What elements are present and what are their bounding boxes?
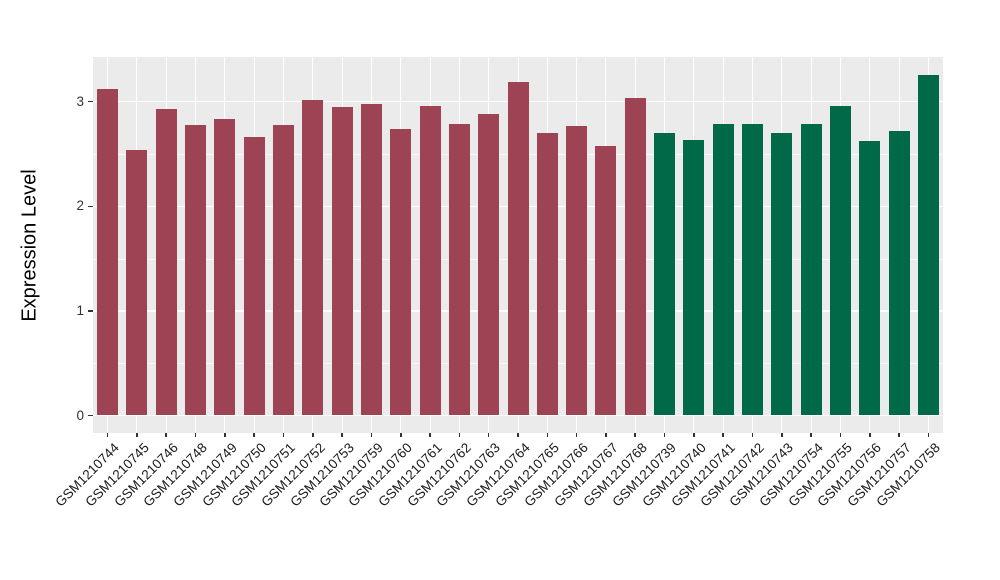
bar bbox=[566, 125, 588, 416]
y-tick bbox=[88, 100, 93, 103]
bar bbox=[155, 109, 177, 416]
y-tick-label: 0 bbox=[76, 407, 84, 423]
y-tick-label: 3 bbox=[76, 93, 84, 109]
x-tick bbox=[693, 433, 695, 437]
bar bbox=[273, 124, 295, 416]
y-tick bbox=[88, 310, 93, 312]
x-tick bbox=[312, 433, 314, 437]
bar bbox=[390, 128, 412, 416]
bar bbox=[243, 137, 265, 416]
x-tick bbox=[487, 433, 490, 437]
x-tick bbox=[722, 433, 724, 437]
x-tick bbox=[517, 433, 519, 437]
bar bbox=[419, 105, 441, 416]
x-tick bbox=[399, 433, 402, 437]
bar bbox=[595, 145, 617, 416]
bar bbox=[448, 123, 470, 416]
x-tick bbox=[253, 433, 255, 437]
x-tick bbox=[458, 433, 461, 437]
x-tick bbox=[839, 433, 842, 437]
x-tick bbox=[605, 433, 607, 437]
x-tick bbox=[341, 433, 343, 437]
x-tick bbox=[898, 433, 900, 437]
bar bbox=[302, 99, 324, 416]
x-tick bbox=[106, 433, 109, 437]
bar bbox=[654, 133, 676, 416]
bar bbox=[771, 133, 793, 416]
x-tick bbox=[429, 433, 431, 437]
x-tick bbox=[780, 433, 783, 437]
y-axis-title-text: Expression Level bbox=[18, 168, 41, 322]
x-tick bbox=[194, 433, 197, 437]
bar bbox=[624, 97, 646, 416]
bar bbox=[741, 123, 763, 416]
bar bbox=[214, 119, 236, 416]
y-tick bbox=[88, 414, 93, 417]
bar bbox=[478, 114, 500, 416]
x-tick bbox=[927, 433, 930, 437]
bar bbox=[97, 89, 119, 416]
bar bbox=[507, 81, 529, 416]
bar bbox=[331, 106, 353, 416]
bar bbox=[829, 105, 851, 416]
bar bbox=[917, 74, 939, 416]
bar bbox=[185, 124, 207, 416]
bar bbox=[683, 140, 705, 416]
y-tick-label: 2 bbox=[76, 198, 84, 214]
bar bbox=[712, 123, 734, 416]
x-tick bbox=[165, 433, 168, 437]
x-tick bbox=[370, 433, 373, 437]
bar bbox=[800, 123, 822, 416]
bar bbox=[536, 133, 558, 416]
y-tick bbox=[88, 205, 93, 208]
x-tick bbox=[136, 433, 138, 437]
x-tick bbox=[663, 433, 666, 437]
x-tick bbox=[634, 433, 637, 437]
x-tick bbox=[868, 433, 871, 437]
x-tick bbox=[282, 433, 285, 437]
bar bbox=[888, 130, 910, 416]
bar bbox=[859, 141, 881, 416]
y-tick-label: 1 bbox=[76, 302, 84, 318]
x-tick bbox=[751, 433, 754, 437]
bar bbox=[360, 103, 382, 416]
x-tick bbox=[546, 433, 549, 437]
x-tick bbox=[224, 433, 226, 437]
bar bbox=[126, 149, 148, 416]
plot-panel bbox=[93, 57, 943, 433]
x-tick bbox=[810, 433, 812, 437]
x-tick bbox=[575, 433, 578, 437]
